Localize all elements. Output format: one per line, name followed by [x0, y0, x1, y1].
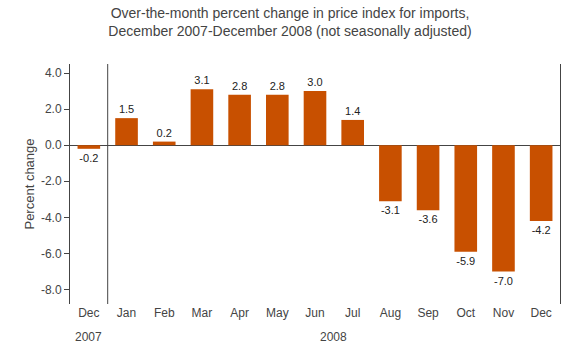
svg-text:2.8: 2.8 — [232, 80, 247, 92]
svg-text:-4.0: -4.0 — [41, 211, 62, 225]
svg-text:Percent change: Percent change — [22, 138, 37, 229]
svg-text:Apr: Apr — [230, 306, 249, 320]
svg-text:Dec: Dec — [530, 306, 551, 320]
svg-text:Jul: Jul — [345, 306, 360, 320]
svg-text:2.0: 2.0 — [45, 102, 62, 116]
svg-text:Sep: Sep — [417, 306, 439, 320]
svg-text:Feb: Feb — [154, 306, 175, 320]
svg-text:1.5: 1.5 — [119, 103, 134, 115]
svg-text:3.1: 3.1 — [194, 74, 209, 86]
svg-text:-0.2: -0.2 — [79, 152, 98, 164]
svg-text:Over-the-month percent change: Over-the-month percent change in price i… — [108, 5, 471, 39]
svg-text:Aug: Aug — [380, 306, 401, 320]
svg-text:2007: 2007 — [75, 330, 102, 344]
svg-text:-6.0: -6.0 — [41, 247, 62, 261]
svg-text:-3.1: -3.1 — [381, 204, 400, 216]
svg-text:4.0: 4.0 — [45, 66, 62, 80]
svg-text:-7.0: -7.0 — [494, 275, 513, 287]
svg-text:2008: 2008 — [320, 330, 347, 344]
svg-text:-4.2: -4.2 — [532, 224, 551, 236]
svg-text:Nov: Nov — [493, 306, 514, 320]
svg-text:Jun: Jun — [305, 306, 324, 320]
svg-text:2.8: 2.8 — [270, 80, 285, 92]
svg-text:0.2: 0.2 — [157, 127, 172, 139]
svg-text:1.4: 1.4 — [345, 105, 360, 117]
svg-text:-3.6: -3.6 — [419, 213, 438, 225]
svg-text:Mar: Mar — [192, 306, 213, 320]
svg-text:-2.0: -2.0 — [41, 174, 62, 188]
svg-text:Dec: Dec — [78, 306, 99, 320]
svg-text:3.0: 3.0 — [307, 76, 322, 88]
svg-text:Oct: Oct — [456, 306, 475, 320]
svg-text:May: May — [266, 306, 289, 320]
svg-text:Jan: Jan — [117, 306, 136, 320]
svg-text:-8.0: -8.0 — [41, 283, 62, 297]
svg-text:0.0: 0.0 — [45, 138, 62, 152]
svg-text:-5.9: -5.9 — [456, 255, 475, 267]
